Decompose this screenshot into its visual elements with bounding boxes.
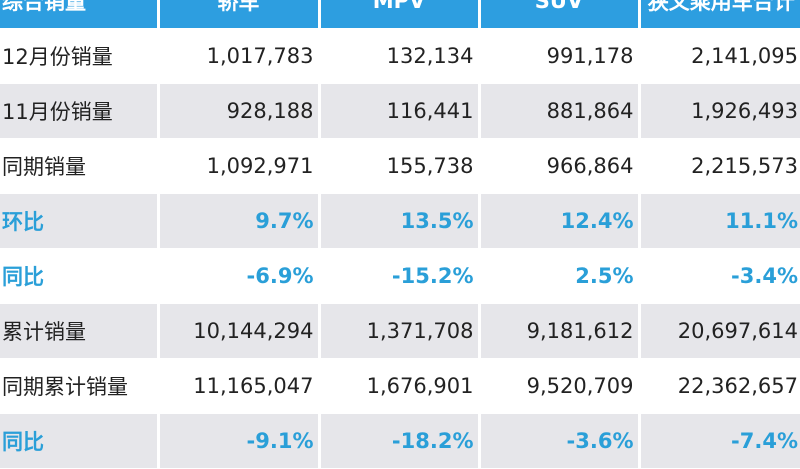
value-cell: -3.6% xyxy=(477,413,639,469)
value-cell: 1,092,971 xyxy=(156,138,319,194)
value-cell: -15.2% xyxy=(317,248,479,304)
value-cell: 966,864 xyxy=(477,138,639,194)
row-label: 同比 xyxy=(0,413,158,469)
value-cell: 12.4% xyxy=(477,193,639,249)
row-label: 12月份销量 xyxy=(0,28,158,84)
row-label: 同期销量 xyxy=(0,138,158,194)
value-cell: 11.1% xyxy=(637,193,800,249)
row-label: 累计销量 xyxy=(0,303,158,359)
value-cell: 132,134 xyxy=(317,28,479,84)
header-cell: MPV xyxy=(317,0,479,29)
value-cell: 9,181,612 xyxy=(477,303,639,359)
table-row: 同期累计销量 11,165,047 1,676,901 9,520,709 22,362… xyxy=(0,358,800,414)
table-row: 同期销量 1,092,971 155,738 966,864 2,215,573 xyxy=(0,138,800,194)
table-row: 11月份销量 928,188 116,441 881,864 1,926,493 xyxy=(0,83,800,139)
table-row: 环比 9.7% 13.5% 12.4% 11.1% xyxy=(0,193,800,249)
header-cell: 综合销量 xyxy=(0,0,158,29)
row-label: 同比 xyxy=(0,248,158,304)
value-cell: -3.4% xyxy=(637,248,800,304)
value-cell: 11,165,047 xyxy=(156,358,319,414)
value-cell: 9,520,709 xyxy=(477,358,639,414)
header-row: 综合销量 轿车 MPV SUV 狭义乘用车合计 xyxy=(0,0,800,29)
value-cell: -9.1% xyxy=(156,413,319,469)
value-cell: 1,926,493 xyxy=(637,83,800,139)
value-cell: 1,676,901 xyxy=(317,358,479,414)
header-cell: 狭义乘用车合计 xyxy=(637,0,800,29)
value-cell: 13.5% xyxy=(317,193,479,249)
value-cell: 2,215,573 xyxy=(637,138,800,194)
value-cell: 22,362,657 xyxy=(637,358,800,414)
value-cell: 991,178 xyxy=(477,28,639,84)
value-cell: -7.4% xyxy=(637,413,800,469)
value-cell: 155,738 xyxy=(317,138,479,194)
value-cell: 20,697,614 xyxy=(637,303,800,359)
value-cell: 928,188 xyxy=(156,83,319,139)
value-cell: -6.9% xyxy=(156,248,319,304)
row-label: 11月份销量 xyxy=(0,83,158,139)
table-row: 累计销量 10,144,294 1,371,708 9,181,612 20,697,6… xyxy=(0,303,800,359)
value-cell: 9.7% xyxy=(156,193,319,249)
table-body: 12月份销量 1,017,783 132,134 991,178 2,141,095 11… xyxy=(0,28,800,469)
header-cell: 轿车 xyxy=(156,0,319,29)
value-cell: 116,441 xyxy=(317,83,479,139)
table-row: 同比 -9.1% -18.2% -3.6% -7.4% xyxy=(0,413,800,469)
row-label: 同期累计销量 xyxy=(0,358,158,414)
row-label: 环比 xyxy=(0,193,158,249)
value-cell: -18.2% xyxy=(317,413,479,469)
value-cell: 2,141,095 xyxy=(637,28,800,84)
value-cell: 2.5% xyxy=(477,248,639,304)
value-cell: 881,864 xyxy=(477,83,639,139)
header-cell: SUV xyxy=(477,0,639,29)
table-row: 12月份销量 1,017,783 132,134 991,178 2,141,095 xyxy=(0,28,800,84)
value-cell: 1,017,783 xyxy=(156,28,319,84)
value-cell: 10,144,294 xyxy=(156,303,319,359)
table-row: 同比 -6.9% -15.2% 2.5% -3.4% xyxy=(0,248,800,304)
value-cell: 1,371,708 xyxy=(317,303,479,359)
